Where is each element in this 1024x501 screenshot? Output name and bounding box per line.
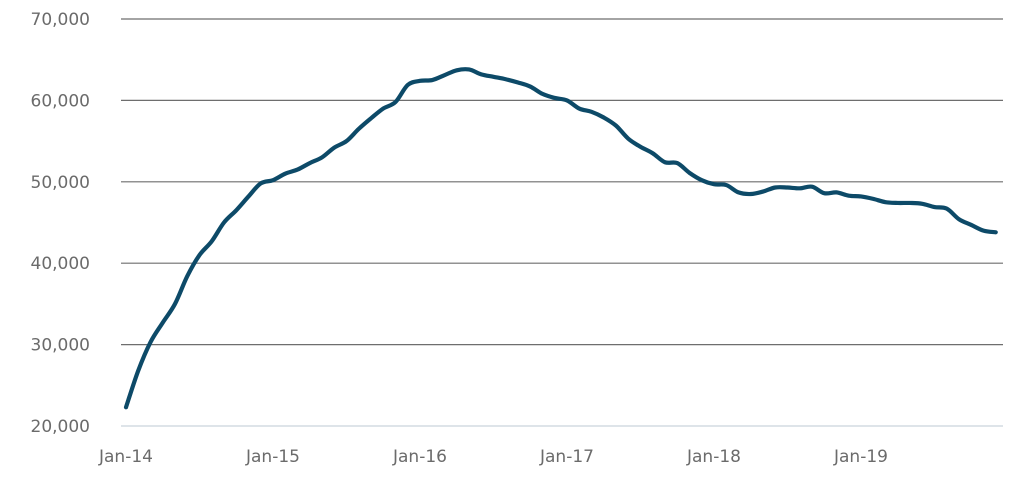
data-point <box>724 183 728 187</box>
data-point <box>884 200 888 204</box>
data-point <box>136 369 140 373</box>
data-point <box>859 194 863 198</box>
data-point <box>798 186 802 190</box>
data-point <box>504 77 508 81</box>
data-point <box>222 221 226 225</box>
data-point <box>773 186 777 190</box>
y-tick-label: 70,000 <box>31 10 90 30</box>
data-point <box>847 194 851 198</box>
data-point <box>234 208 238 212</box>
data-point <box>675 161 679 165</box>
data-point <box>185 274 189 278</box>
y-tick-label: 20,000 <box>31 417 90 437</box>
data-point <box>320 155 324 159</box>
data-point <box>247 194 251 198</box>
x-tick-label: Jan-16 <box>392 447 447 467</box>
data-point <box>994 230 998 234</box>
series-line <box>123 67 998 410</box>
data-point <box>149 340 153 344</box>
data-point <box>430 78 434 82</box>
x-axis: Jan-14 Jan-15 Jan-16 Jan-17 Jan-18 Jan-19 <box>98 447 888 467</box>
data-point <box>602 115 606 119</box>
data-point <box>357 127 361 131</box>
plot-area <box>123 67 998 410</box>
data-point <box>161 321 165 325</box>
data-point <box>871 197 875 201</box>
data-point <box>688 171 692 175</box>
data-point <box>835 190 839 194</box>
data-point <box>528 85 532 89</box>
y-tick-label: 50,000 <box>31 173 90 193</box>
data-point <box>810 185 814 189</box>
data-point <box>296 168 300 172</box>
y-tick-label: 40,000 <box>31 254 90 274</box>
data-point <box>577 107 581 111</box>
data-point <box>271 178 275 182</box>
data-point <box>308 161 312 165</box>
x-tick-label: Jan-14 <box>98 447 153 467</box>
data-point <box>761 190 765 194</box>
data-point <box>553 96 557 100</box>
data-point <box>259 181 263 185</box>
data-point <box>369 116 373 120</box>
data-point <box>896 201 900 205</box>
y-tick-label: 30,000 <box>31 336 90 356</box>
data-point <box>345 139 349 143</box>
data-point <box>455 68 459 72</box>
data-point <box>945 207 949 211</box>
data-point <box>626 137 630 141</box>
x-tick-label: Jan-17 <box>539 447 594 467</box>
data-point <box>700 178 704 182</box>
data-point <box>443 73 447 77</box>
data-point <box>467 67 471 71</box>
data-point <box>381 107 385 111</box>
x-tick-label: Jan-19 <box>833 447 888 467</box>
data-point <box>418 79 422 83</box>
data-point <box>651 151 655 155</box>
data-point <box>124 405 128 409</box>
x-tick-label: Jan-18 <box>686 447 741 467</box>
data-point <box>639 145 643 149</box>
data-point <box>737 190 741 194</box>
data-point <box>198 253 202 257</box>
x-tick-label: Jan-15 <box>245 447 300 467</box>
data-point <box>590 110 594 114</box>
data-point <box>406 83 410 87</box>
data-point <box>541 92 545 96</box>
data-point <box>933 205 937 209</box>
data-point <box>712 182 716 186</box>
data-point <box>908 201 912 205</box>
data-point <box>822 191 826 195</box>
data-point <box>969 223 973 227</box>
data-point <box>749 192 753 196</box>
data-point <box>982 229 986 233</box>
y-tick-label: 60,000 <box>31 91 90 111</box>
data-point <box>492 75 496 79</box>
data-point <box>614 124 618 128</box>
y-axis: 20,000 30,000 40,000 50,000 60,000 70,000 <box>31 10 90 437</box>
data-point <box>565 98 569 102</box>
data-point <box>283 172 287 176</box>
data-point <box>920 202 924 206</box>
data-point <box>786 186 790 190</box>
data-point <box>210 239 214 243</box>
data-point <box>957 217 961 221</box>
data-point <box>479 72 483 76</box>
data-point <box>394 100 398 104</box>
data-point <box>663 160 667 164</box>
data-point <box>332 146 336 150</box>
gridlines <box>121 18 1003 427</box>
data-point <box>516 80 520 84</box>
data-point <box>173 302 177 306</box>
